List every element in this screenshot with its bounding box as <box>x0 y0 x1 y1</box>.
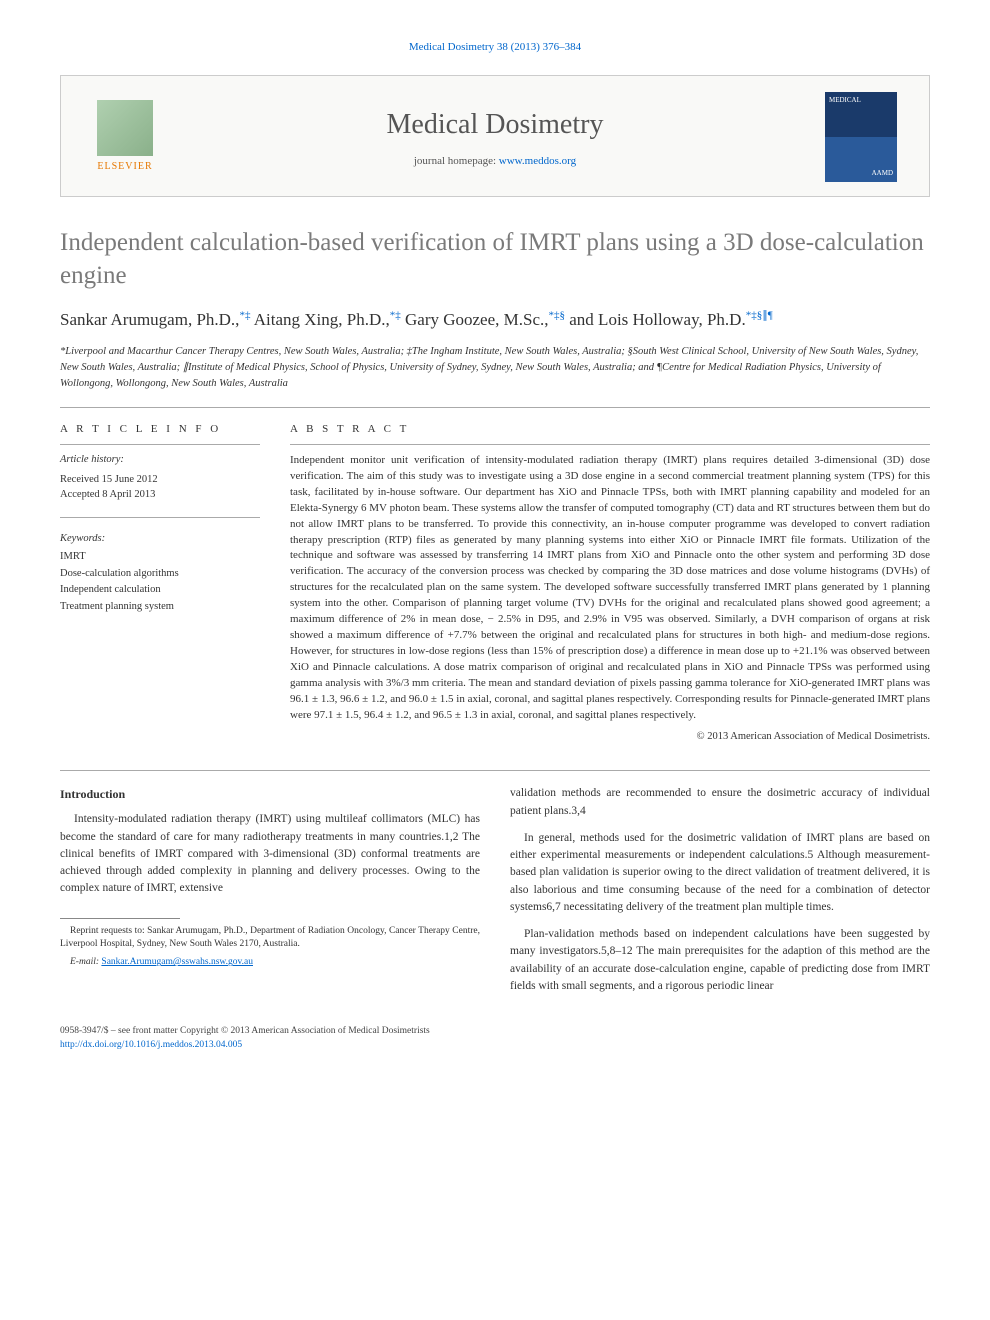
citation-text: Medical Dosimetry 38 (2013) 376–384 <box>409 41 581 53</box>
history-label: Article history: <box>60 453 260 468</box>
journal-homepage: journal homepage: www.meddos.org <box>165 154 825 169</box>
page-footer: 0958-3947/$ – see front matter Copyright… <box>60 1025 930 1052</box>
abstract-column: A B S T R A C T Independent monitor unit… <box>290 422 930 744</box>
article-title: Independent calculation-based verificati… <box>60 227 930 292</box>
received-date: Received 15 June 2012 <box>60 474 158 485</box>
right-column: validation methods are recommended to en… <box>510 785 930 1005</box>
left-column: Introduction Intensity-modulated radiati… <box>60 785 480 1005</box>
article-info-column: A R T I C L E I N F O Article history: R… <box>60 422 260 744</box>
history-dates: Received 15 June 2012 Accepted 8 April 2… <box>60 472 260 504</box>
body-columns: Introduction Intensity-modulated radiati… <box>60 785 930 1005</box>
keywords-label: Keywords: <box>60 532 260 547</box>
keyword: Treatment planning system <box>60 601 174 612</box>
abstract-copyright: © 2013 American Association of Medical D… <box>290 730 930 745</box>
abstract-text: Independent monitor unit verification of… <box>290 453 930 724</box>
doi-link[interactable]: http://dx.doi.org/10.1016/j.meddos.2013.… <box>60 1040 242 1050</box>
footer-copyright: 0958-3947/$ – see front matter Copyright… <box>60 1026 430 1036</box>
affiliations: *Liverpool and Macarthur Cancer Therapy … <box>60 344 930 391</box>
reprint-footnote: Reprint requests to: Sankar Arumugam, Ph… <box>60 925 480 952</box>
affil-marker: *‡ <box>239 310 250 322</box>
meta-abstract-row: A R T I C L E I N F O Article history: R… <box>60 422 930 744</box>
journal-title: Medical Dosimetry <box>165 105 825 144</box>
body-paragraph: Plan-validation methods based on indepen… <box>510 926 930 995</box>
keyword: IMRT <box>60 551 86 562</box>
intro-heading: Introduction <box>60 785 480 803</box>
journal-title-cell: Medical Dosimetry journal homepage: www.… <box>165 105 825 170</box>
intro-paragraph: Intensity-modulated radiation therapy (I… <box>60 811 480 897</box>
abstract-heading: A B S T R A C T <box>290 422 930 444</box>
elsevier-tree-icon <box>97 100 153 156</box>
publisher-logo-cell: ELSEVIER <box>85 100 165 174</box>
footnote-separator <box>60 918 180 919</box>
keywords-list: IMRT Dose-calculation algorithms Indepen… <box>60 549 260 616</box>
journal-cover-icon <box>825 92 897 182</box>
email-footnote: E-mail: Sankar.Arumugam@sswahs.nsw.gov.a… <box>60 955 480 969</box>
affil-marker: *‡§ <box>549 310 566 322</box>
homepage-label: journal homepage: <box>414 155 499 167</box>
body-paragraph: In general, methods used for the dosimet… <box>510 830 930 916</box>
body-paragraph: validation methods are recommended to en… <box>510 785 930 820</box>
divider <box>60 517 260 518</box>
article-info-heading: A R T I C L E I N F O <box>60 422 260 444</box>
publisher-name: ELSEVIER <box>85 160 165 174</box>
affil-marker: *‡§∥¶ <box>746 310 773 322</box>
email-label: E-mail: <box>70 957 99 967</box>
accepted-date: Accepted 8 April 2013 <box>60 489 155 500</box>
author-email-link[interactable]: Sankar.Arumugam@sswahs.nsw.gov.au <box>101 957 253 967</box>
divider <box>60 770 930 771</box>
journal-header: ELSEVIER Medical Dosimetry journal homep… <box>60 75 930 197</box>
affil-marker: *‡ <box>390 310 401 322</box>
citation-link[interactable]: Medical Dosimetry 38 (2013) 376–384 <box>60 40 930 55</box>
divider <box>60 407 930 408</box>
homepage-link[interactable]: www.meddos.org <box>499 155 576 167</box>
keyword: Dose-calculation algorithms <box>60 568 179 579</box>
keyword: Independent calculation <box>60 584 161 595</box>
cover-thumbnail-cell <box>825 92 905 182</box>
authors-list: Sankar Arumugam, Ph.D.,*‡ Aitang Xing, P… <box>60 308 930 332</box>
